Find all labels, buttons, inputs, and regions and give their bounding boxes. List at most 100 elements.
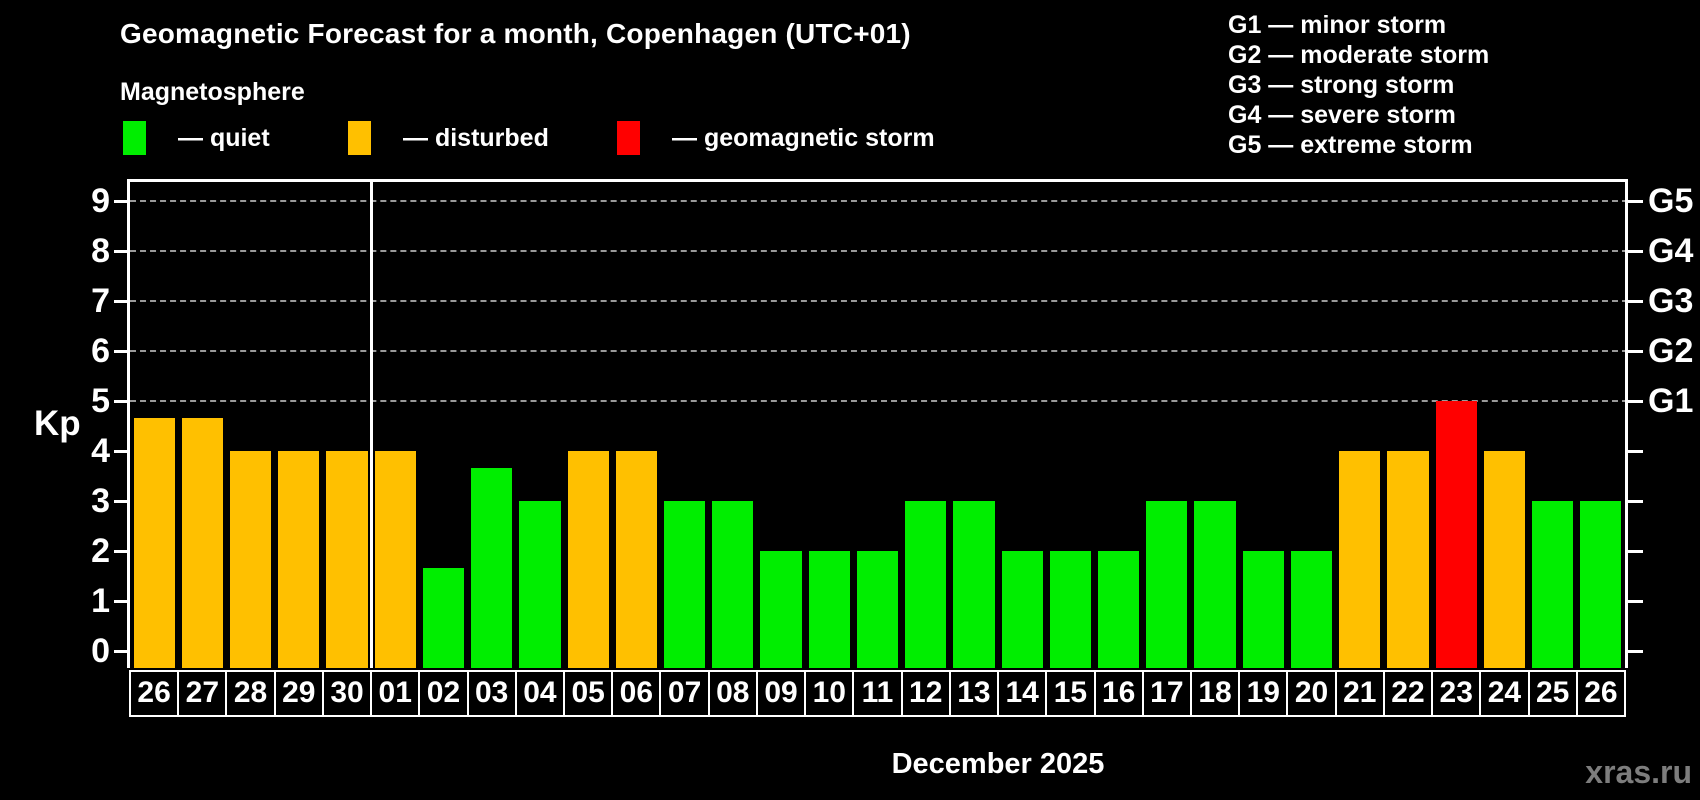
- kp-bar-day-21: [1339, 451, 1381, 668]
- kp-bar-day-01: [374, 451, 416, 668]
- y-axis-tick-label: 9: [91, 182, 110, 220]
- y-axis-title: Kp: [34, 404, 81, 443]
- day-label: 04: [514, 670, 566, 717]
- kp-bar-day-11: [856, 551, 899, 668]
- day-label: 25: [1527, 670, 1578, 717]
- day-label: 07: [659, 670, 710, 717]
- kp-bar-day-15: [1049, 551, 1091, 668]
- day-label: 01: [370, 670, 421, 717]
- legend-item-disturbed: — disturbed: [348, 120, 549, 156]
- day-label: 06: [611, 670, 662, 717]
- kp-bar-day-14: [1001, 551, 1043, 668]
- month-separator-line: [369, 182, 373, 668]
- day-label: 30: [321, 670, 373, 717]
- kp-bar-day-19: [1242, 551, 1284, 668]
- plot-frame-top: [127, 179, 1628, 182]
- chart-title: Geomagnetic Forecast for a month, Copenh…: [120, 18, 911, 49]
- g-scale-label-g4: G4: [1648, 232, 1694, 270]
- day-label: 11: [852, 670, 903, 717]
- g-scale-legend: G1 — minor storm G2 — moderate storm G3 …: [1228, 10, 1489, 160]
- kp-bar-day-24: [1483, 451, 1526, 668]
- g-scale-label-g2: G2: [1648, 332, 1694, 370]
- legend-item-quiet: — quiet: [123, 120, 270, 156]
- g-scale-label-g1: G1: [1648, 382, 1694, 420]
- right-axis-tick: [1628, 549, 1643, 553]
- left-axis-tick: [114, 249, 129, 253]
- right-axis-tick: [1628, 449, 1643, 453]
- day-label: 20: [1286, 670, 1337, 717]
- kp-bar-day-20: [1290, 551, 1333, 668]
- y-axis-tick-label: 2: [91, 532, 110, 570]
- y-axis-tick-label: 7: [91, 282, 110, 320]
- g-scale-legend-g1: G1 — minor storm: [1228, 11, 1447, 39]
- right-axis-tick: [1628, 499, 1643, 503]
- left-axis-tick: [114, 599, 129, 603]
- y-axis-tick-label: 4: [91, 432, 110, 470]
- kp-bar-day-17: [1146, 501, 1188, 668]
- day-label: 14: [997, 670, 1048, 717]
- kp-bar-day-06: [615, 451, 657, 668]
- storm-color-swatch: [617, 121, 640, 155]
- legend-label-quiet: — quiet: [178, 123, 270, 152]
- day-label: 05: [563, 670, 614, 717]
- kp-bar-day-12: [905, 501, 947, 668]
- left-axis-tick: [114, 449, 129, 453]
- disturbed-color-swatch: [348, 121, 371, 155]
- day-label: 24: [1479, 670, 1530, 717]
- day-label: 13: [948, 670, 1000, 717]
- gridline-kp9: [130, 200, 1628, 202]
- g-scale-label-g3: G3: [1648, 282, 1694, 320]
- g-scale-label-g5: G5: [1648, 182, 1694, 220]
- gridline-kp6: [130, 350, 1628, 352]
- kp-bar-day-23: [1435, 401, 1477, 668]
- kp-bar-day-03: [471, 467, 513, 668]
- plot-frame-left: [127, 179, 130, 668]
- legend-item-storm: — geomagnetic storm: [617, 120, 935, 156]
- kp-bar-day-27: [181, 417, 223, 668]
- right-axis-tick: [1628, 349, 1643, 353]
- day-label: 19: [1238, 670, 1289, 717]
- day-label: 17: [1141, 670, 1192, 717]
- left-axis-tick: [114, 649, 129, 653]
- kp-bar-day-16: [1098, 551, 1140, 668]
- right-axis-tick: [1628, 649, 1643, 653]
- right-axis-tick: [1628, 299, 1643, 303]
- day-label: 22: [1382, 670, 1434, 717]
- y-axis-tick-label: 0: [91, 632, 110, 670]
- kp-bar-day-07: [663, 501, 706, 668]
- left-axis-tick: [114, 549, 129, 553]
- day-label: 15: [1045, 670, 1096, 717]
- day-label: 23: [1431, 670, 1482, 717]
- kp-bar-day-28: [229, 451, 272, 668]
- g-scale-legend-g3: G3 — strong storm: [1228, 71, 1455, 99]
- day-label: 29: [273, 670, 324, 717]
- legend-label-disturbed: — disturbed: [403, 123, 549, 152]
- kp-bar-day-13: [953, 501, 995, 668]
- right-axis-tick: [1628, 599, 1643, 603]
- day-label: 16: [1093, 670, 1144, 717]
- kp-bar-day-30: [326, 451, 368, 668]
- day-label: 26: [1575, 670, 1626, 717]
- kp-bar-day-02: [422, 567, 465, 668]
- kp-bar-day-05: [567, 451, 609, 668]
- legend-label-storm: — geomagnetic storm: [672, 123, 935, 152]
- day-label: 10: [804, 670, 855, 717]
- x-axis-title: December 2025: [891, 748, 1105, 780]
- kp-bar-day-26: [133, 417, 175, 668]
- kp-bar-day-25: [1532, 501, 1574, 668]
- g-scale-legend-g2: G2 — moderate storm: [1228, 41, 1490, 69]
- quiet-color-swatch: [123, 121, 146, 155]
- gridline-kp7: [130, 300, 1628, 302]
- day-label: 27: [177, 670, 228, 717]
- g-scale-legend-g5: G5 — extreme storm: [1228, 131, 1473, 159]
- y-axis-tick-label: 3: [91, 482, 110, 520]
- left-axis-tick: [114, 199, 129, 203]
- chart-subtitle: Magnetosphere: [120, 78, 305, 106]
- kp-bar-day-29: [278, 451, 320, 668]
- y-axis-tick-label: 1: [91, 582, 110, 620]
- kp-bar-day-09: [760, 551, 802, 668]
- day-label: 09: [755, 670, 807, 717]
- kp-bar-day-26: [1580, 501, 1622, 668]
- kp-bar-day-08: [712, 501, 754, 668]
